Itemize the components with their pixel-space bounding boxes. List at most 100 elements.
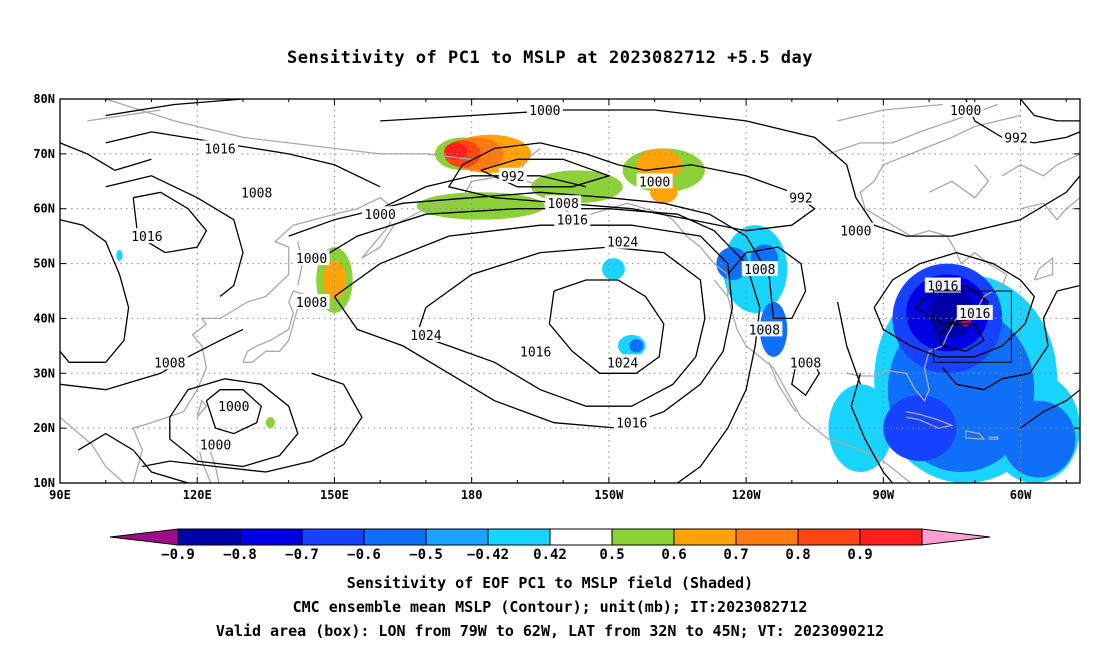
isobar-22 xyxy=(727,246,807,320)
isobar-16 xyxy=(60,142,152,172)
lon-label-150W: 150W xyxy=(594,488,624,502)
colorbar-label-3: −0.6 xyxy=(347,547,381,563)
contour-label-8: 1008 xyxy=(547,197,578,212)
contour-label-17: 1008 xyxy=(296,296,327,311)
shading-region-27 xyxy=(883,395,957,462)
contour-label-2: 1016 xyxy=(204,142,235,157)
contour-label-bg-24 xyxy=(787,354,824,370)
lon-label-180: 180 xyxy=(461,488,483,502)
contour-label-bg-17 xyxy=(293,293,330,309)
contour-label-1: 1000 xyxy=(950,104,981,119)
colorbar-swatch-6 xyxy=(549,528,613,546)
shading-region-12 xyxy=(265,417,275,429)
contour-label-bg-3 xyxy=(1001,129,1030,145)
contour-label-bg-1 xyxy=(947,101,984,117)
colorbar: −0.9 −0.8 −0.7 −0.6 −0.5 −0.42 0.42 0.5 0.6 0.7 0.… xyxy=(109,528,991,563)
lon-label-60W: 60W xyxy=(1010,488,1032,502)
coastline-15 xyxy=(828,103,998,155)
shading-region-9 xyxy=(444,142,468,160)
coastline-10 xyxy=(988,436,999,440)
coastline-14 xyxy=(928,164,990,199)
isobar-15 xyxy=(60,219,130,363)
isobar-28 xyxy=(942,284,1080,391)
map-frame xyxy=(59,98,1081,484)
contour-label-bg-26 xyxy=(613,414,650,430)
contour-label-bg-4 xyxy=(498,167,527,183)
contour-label-22: 1008 xyxy=(154,356,185,371)
coastline-11 xyxy=(1033,256,1054,281)
lon-label-120E: 120E xyxy=(183,488,212,502)
colorbar-label-8: 0.6 xyxy=(661,547,686,563)
contour-label-bg-15 xyxy=(741,261,778,277)
isobar-3 xyxy=(311,208,761,483)
lat-label-20N: 20N xyxy=(33,421,55,435)
isobar-27 xyxy=(850,373,893,483)
lon-label-120W: 120W xyxy=(732,488,762,502)
contour-label-bg-13 xyxy=(604,233,641,249)
contour-label-26: 1016 xyxy=(616,417,647,432)
contour-label-bg-11 xyxy=(837,222,874,238)
isobar-30 xyxy=(836,301,862,385)
colorbar-label-4: −0.5 xyxy=(409,547,443,563)
coastline-8 xyxy=(906,411,955,429)
contour-label-bg-27 xyxy=(197,436,234,452)
isobar-6 xyxy=(480,158,611,188)
isobar-26 xyxy=(937,323,985,352)
shading-region-11 xyxy=(323,260,346,300)
mslp-contours xyxy=(60,99,1080,483)
contour-label-bg-16 xyxy=(924,277,961,293)
isobar-19 xyxy=(169,378,299,468)
colorbar-swatch-10 xyxy=(797,528,861,546)
coastline-6 xyxy=(768,362,797,413)
colorbar-label-6: 0.42 xyxy=(533,547,567,563)
colorbar-label-5: −0.42 xyxy=(467,547,509,563)
coastline-16 xyxy=(105,99,472,160)
coastline-17 xyxy=(87,109,161,122)
colorbar-label-7: 0.5 xyxy=(599,547,624,563)
contour-label-bg-8 xyxy=(545,195,582,211)
contour-label-3: 992 xyxy=(1004,131,1027,146)
contour-label-13: 1024 xyxy=(607,236,638,251)
contour-label-19: 1008 xyxy=(749,323,780,338)
colorbar-label-9: 0.7 xyxy=(723,547,748,563)
lat-label-50N: 50N xyxy=(33,257,55,271)
colorbar-swatch-2 xyxy=(301,528,365,546)
isobar-13 xyxy=(105,175,244,298)
contour-label-27: 1000 xyxy=(200,439,231,454)
contour-label-11: 1000 xyxy=(840,225,871,240)
isobar-1 xyxy=(415,246,706,407)
contour-label-12: 1016 xyxy=(131,230,162,245)
contour-label-10: 1016 xyxy=(557,214,588,229)
lat-label-80N: 80N xyxy=(33,92,55,106)
contour-label-4: 992 xyxy=(501,170,524,185)
coastline-0 xyxy=(60,147,541,483)
colorbar-label-10: 0.8 xyxy=(785,547,810,563)
shading-region-16 xyxy=(629,339,644,353)
shading-region-13 xyxy=(116,249,123,261)
lon-label-90E: 90E xyxy=(49,488,71,502)
lon-label-150E: 150E xyxy=(320,488,349,502)
coastline-12 xyxy=(1020,197,1080,221)
isobar-12 xyxy=(105,131,381,188)
isobar-7 xyxy=(379,175,587,210)
contour-label-bg-10 xyxy=(554,211,591,227)
lon-label-90W: 90W xyxy=(872,488,894,502)
contour-label-bg-23 xyxy=(604,354,641,370)
colorbar-label-0: −0.9 xyxy=(161,547,195,563)
contour-label-bg-19 xyxy=(746,321,783,337)
contour-label-bg-9 xyxy=(362,206,399,222)
shading-region-25 xyxy=(1002,400,1076,478)
lat-label-30N: 30N xyxy=(33,366,55,380)
lat-label-70N: 70N xyxy=(33,147,55,161)
contour-label-5: 1000 xyxy=(639,175,670,190)
colorbar-swatch-3 xyxy=(363,528,427,546)
shading-region-5 xyxy=(636,148,683,182)
colorbar-low-triangle xyxy=(109,528,179,546)
coastline-7 xyxy=(846,114,1021,402)
contour-label-20: 1024 xyxy=(410,329,441,344)
colorbar-swatch-4 xyxy=(425,528,489,546)
coastline-13 xyxy=(1001,153,1080,177)
isobar-0 xyxy=(548,279,665,374)
contour-label-0: 1000 xyxy=(529,104,560,119)
